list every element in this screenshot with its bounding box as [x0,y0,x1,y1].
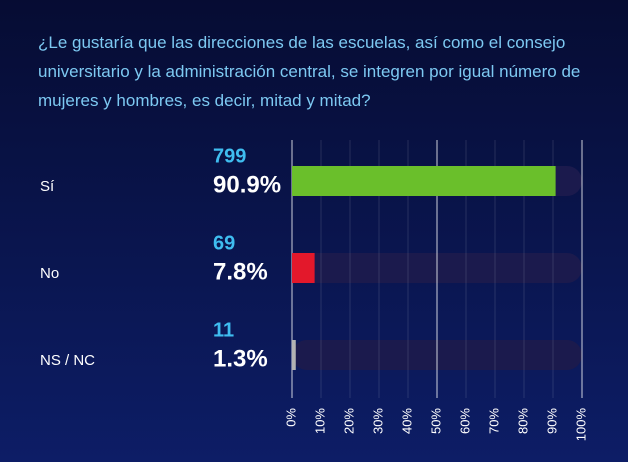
value-label: 7.8% [213,258,268,285]
value-label: 90.9% [213,171,281,198]
chart-title: ¿Le gustaría que las direcciones de las … [38,33,581,110]
category-label: NS / NC [40,352,95,369]
x-tick-label: 30% [370,408,385,434]
x-tick-label: 90% [544,408,559,434]
count-label: 69 [213,232,235,254]
x-tick-label: 60% [457,408,472,434]
x-tick-label: 0% [283,408,298,427]
count-label: 11 [213,319,234,341]
x-tick-label: 100% [573,408,588,442]
x-tick-label: 80% [515,408,530,434]
x-tick-label: 50% [428,408,443,434]
bar [292,340,296,370]
x-tick-label: 20% [341,408,356,434]
category-label: Sí [40,178,55,195]
bar [292,166,556,196]
bar [292,253,315,283]
value-label: 1.3% [213,345,268,372]
x-tick-label: 40% [399,408,414,434]
title-box: ¿Le gustaría que las direcciones de las … [38,33,581,110]
x-tick-label: 70% [486,408,501,434]
category-label: No [40,265,59,282]
x-tick-label: 10% [312,408,327,434]
count-label: 799 [213,145,246,167]
